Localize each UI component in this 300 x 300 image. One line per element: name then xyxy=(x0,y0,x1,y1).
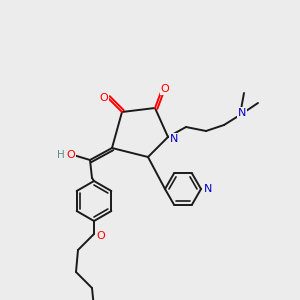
Text: O: O xyxy=(97,231,105,241)
Text: H: H xyxy=(57,150,65,160)
Text: O: O xyxy=(100,93,108,103)
Text: O: O xyxy=(160,84,169,94)
Text: O: O xyxy=(67,150,75,160)
Text: N: N xyxy=(238,108,246,118)
Text: N: N xyxy=(170,134,178,144)
Text: N: N xyxy=(204,184,212,194)
